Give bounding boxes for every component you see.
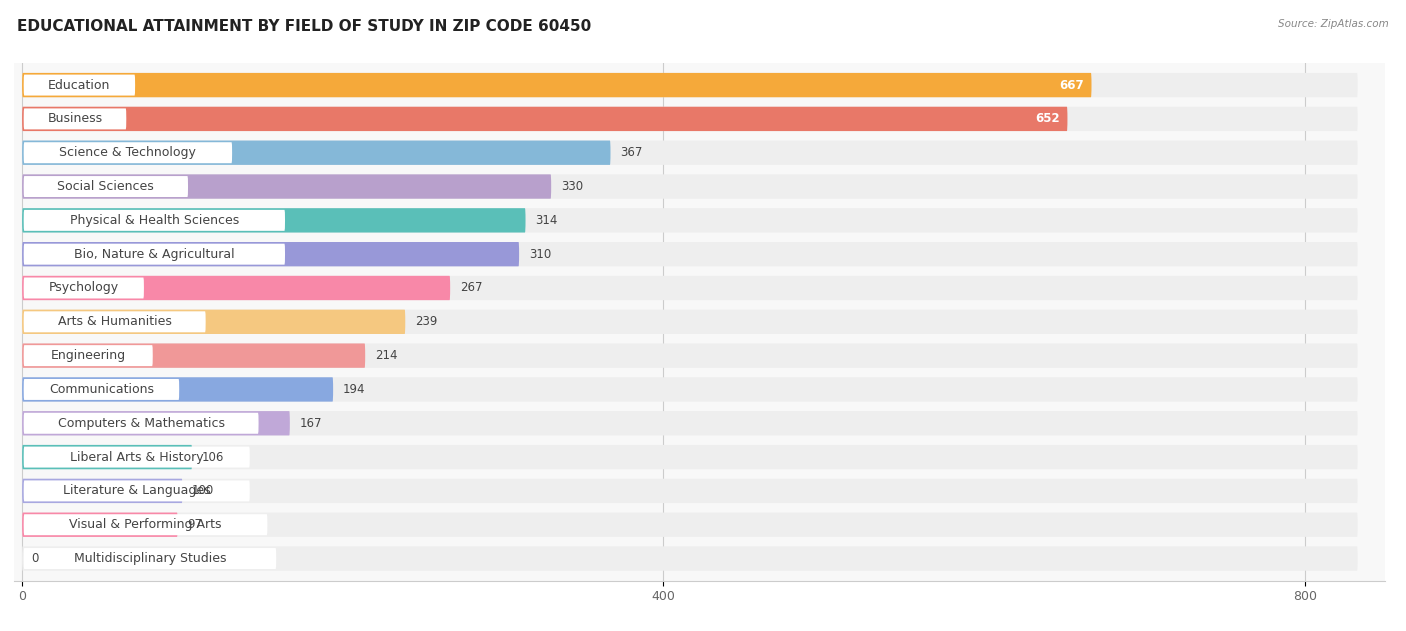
FancyBboxPatch shape bbox=[24, 244, 285, 264]
FancyBboxPatch shape bbox=[22, 445, 1358, 469]
Text: 267: 267 bbox=[460, 281, 482, 295]
FancyBboxPatch shape bbox=[24, 176, 188, 197]
FancyBboxPatch shape bbox=[24, 514, 267, 535]
FancyBboxPatch shape bbox=[22, 445, 193, 469]
Text: 167: 167 bbox=[299, 416, 322, 430]
FancyBboxPatch shape bbox=[22, 546, 1358, 570]
Text: Multidisciplinary Studies: Multidisciplinary Studies bbox=[73, 552, 226, 565]
FancyBboxPatch shape bbox=[22, 276, 450, 300]
Text: 367: 367 bbox=[620, 146, 643, 159]
FancyBboxPatch shape bbox=[22, 411, 1358, 435]
Text: Science & Technology: Science & Technology bbox=[59, 146, 197, 159]
Text: 106: 106 bbox=[201, 451, 224, 464]
Text: Education: Education bbox=[48, 79, 111, 91]
FancyBboxPatch shape bbox=[22, 141, 1358, 165]
FancyBboxPatch shape bbox=[22, 377, 333, 401]
Text: 194: 194 bbox=[343, 383, 366, 396]
Text: 314: 314 bbox=[536, 214, 558, 227]
Text: Computers & Mathematics: Computers & Mathematics bbox=[58, 416, 225, 430]
FancyBboxPatch shape bbox=[22, 107, 1067, 131]
Text: Literature & Languages: Literature & Languages bbox=[63, 485, 211, 497]
Text: Liberal Arts & History: Liberal Arts & History bbox=[70, 451, 204, 464]
FancyBboxPatch shape bbox=[24, 74, 135, 95]
Text: 0: 0 bbox=[32, 552, 39, 565]
Text: Arts & Humanities: Arts & Humanities bbox=[58, 316, 172, 328]
FancyBboxPatch shape bbox=[24, 345, 153, 366]
FancyBboxPatch shape bbox=[24, 142, 232, 163]
Text: Business: Business bbox=[48, 112, 103, 126]
Text: Engineering: Engineering bbox=[51, 349, 125, 362]
FancyBboxPatch shape bbox=[24, 311, 205, 333]
FancyBboxPatch shape bbox=[22, 512, 1358, 537]
FancyBboxPatch shape bbox=[22, 242, 519, 266]
Text: 330: 330 bbox=[561, 180, 583, 193]
Text: Communications: Communications bbox=[49, 383, 153, 396]
FancyBboxPatch shape bbox=[24, 447, 250, 468]
FancyBboxPatch shape bbox=[24, 379, 179, 400]
Text: Source: ZipAtlas.com: Source: ZipAtlas.com bbox=[1278, 19, 1389, 29]
Text: EDUCATIONAL ATTAINMENT BY FIELD OF STUDY IN ZIP CODE 60450: EDUCATIONAL ATTAINMENT BY FIELD OF STUDY… bbox=[17, 19, 591, 34]
Text: 239: 239 bbox=[415, 316, 437, 328]
Text: 214: 214 bbox=[375, 349, 398, 362]
FancyBboxPatch shape bbox=[24, 278, 143, 298]
FancyBboxPatch shape bbox=[22, 343, 366, 368]
FancyBboxPatch shape bbox=[22, 512, 177, 537]
Text: Social Sciences: Social Sciences bbox=[58, 180, 155, 193]
FancyBboxPatch shape bbox=[22, 377, 1358, 401]
FancyBboxPatch shape bbox=[22, 174, 1358, 199]
Text: 97: 97 bbox=[187, 518, 202, 531]
FancyBboxPatch shape bbox=[22, 479, 183, 503]
Text: 100: 100 bbox=[193, 485, 214, 497]
FancyBboxPatch shape bbox=[22, 141, 610, 165]
FancyBboxPatch shape bbox=[24, 210, 285, 231]
FancyBboxPatch shape bbox=[22, 310, 405, 334]
FancyBboxPatch shape bbox=[22, 174, 551, 199]
Text: 667: 667 bbox=[1059, 79, 1084, 91]
FancyBboxPatch shape bbox=[22, 208, 1358, 233]
Text: Visual & Performing Arts: Visual & Performing Arts bbox=[69, 518, 222, 531]
FancyBboxPatch shape bbox=[24, 109, 127, 129]
FancyBboxPatch shape bbox=[22, 107, 1358, 131]
FancyBboxPatch shape bbox=[22, 208, 526, 233]
FancyBboxPatch shape bbox=[22, 411, 290, 435]
FancyBboxPatch shape bbox=[24, 548, 276, 569]
Text: Bio, Nature & Agricultural: Bio, Nature & Agricultural bbox=[75, 248, 235, 261]
Text: Physical & Health Sciences: Physical & Health Sciences bbox=[70, 214, 239, 227]
FancyBboxPatch shape bbox=[22, 343, 1358, 368]
Text: 310: 310 bbox=[529, 248, 551, 261]
Text: Psychology: Psychology bbox=[49, 281, 120, 295]
FancyBboxPatch shape bbox=[22, 276, 1358, 300]
FancyBboxPatch shape bbox=[22, 242, 1358, 266]
Text: 652: 652 bbox=[1035, 112, 1060, 126]
FancyBboxPatch shape bbox=[22, 479, 1358, 503]
FancyBboxPatch shape bbox=[22, 310, 1358, 334]
FancyBboxPatch shape bbox=[24, 480, 250, 502]
FancyBboxPatch shape bbox=[24, 413, 259, 433]
FancyBboxPatch shape bbox=[22, 73, 1358, 97]
FancyBboxPatch shape bbox=[22, 73, 1091, 97]
